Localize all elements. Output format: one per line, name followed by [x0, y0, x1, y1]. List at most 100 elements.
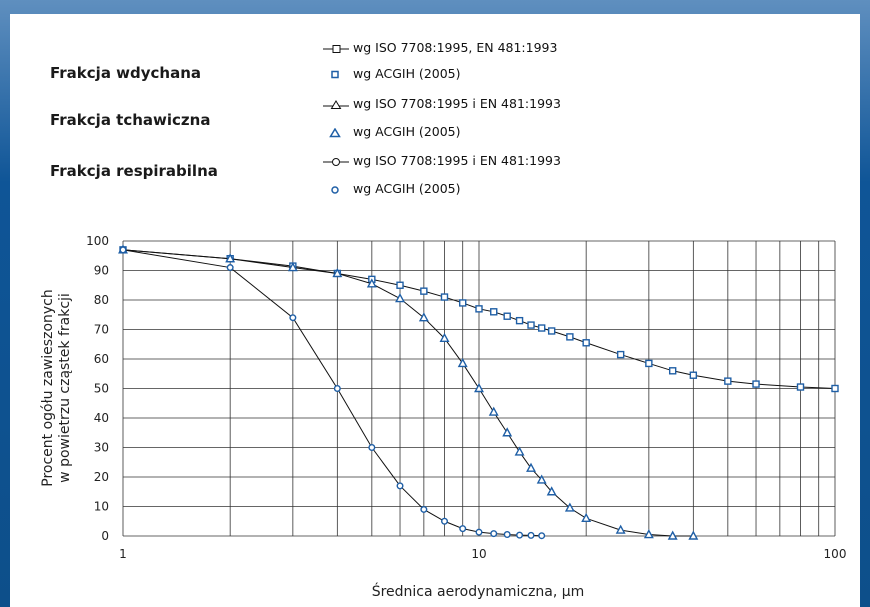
- y-tick-label: 40: [94, 411, 109, 425]
- data-point-circle: [490, 530, 498, 538]
- legend-circle-marker-icon: [331, 185, 339, 194]
- data-point-square: [440, 293, 449, 301]
- data-point-triangle: [564, 502, 575, 512]
- y-tick-label: 100: [86, 234, 109, 248]
- data-point-triangle: [366, 278, 377, 288]
- data-point-triangle: [546, 486, 557, 496]
- y-tick-label: 80: [94, 293, 109, 307]
- data-point-square: [527, 321, 535, 329]
- data-point-square: [752, 380, 760, 388]
- x-tick-label: 100: [824, 547, 847, 561]
- data-point-circle: [420, 505, 428, 513]
- data-point-triangle: [488, 406, 499, 416]
- data-point-circle: [396, 482, 404, 490]
- data-point-square: [420, 287, 428, 295]
- chart-panel: Frakcja wdychana Frakcja tchawiczna Frak…: [10, 14, 860, 607]
- y-tick-labels: 0 10 20 30 40 50 60 70 80 90 100: [86, 234, 109, 543]
- data-point-triangle: [581, 512, 592, 522]
- data-point-circle: [441, 517, 449, 525]
- y-tick-label: 60: [94, 352, 109, 366]
- x-tick-labels: 1 10 100: [119, 547, 846, 561]
- legend-entry-thoracic-iso: wg ISO 7708:1995 i EN 481:1993: [323, 96, 561, 111]
- data-point-triangle: [332, 267, 343, 278]
- data-point-triangle: [225, 253, 236, 263]
- data-point-circle: [368, 444, 376, 452]
- data-point-square: [475, 305, 483, 313]
- data-point-square: [724, 377, 732, 385]
- data-point-triangle: [615, 524, 626, 534]
- data-point-square: [582, 339, 590, 347]
- data-point-square: [490, 308, 498, 316]
- data-point-triangle: [418, 312, 429, 322]
- legend-entry-inhalable-acgih: wg ACGIH (2005): [323, 66, 461, 81]
- data-point-triangle: [287, 262, 298, 272]
- data-point-circle: [289, 314, 297, 322]
- data-point-square: [515, 316, 524, 325]
- y-tick-label: 10: [94, 500, 109, 514]
- data-point-circle: [527, 531, 535, 539]
- legend-entry-label: wg ISO 7708:1995 i EN 481:1993: [353, 96, 561, 111]
- y-tick-label: 20: [94, 470, 109, 484]
- series-line-thoracic: [122, 249, 694, 537]
- data-point-circle: [503, 531, 511, 539]
- data-point-square: [503, 312, 511, 320]
- data-point-circle: [459, 525, 467, 533]
- chart-series: [118, 244, 839, 540]
- x-axis-label: Średnica aerodynamiczna, µm: [372, 582, 585, 600]
- data-point-square: [537, 324, 546, 332]
- data-point-square: [689, 371, 698, 379]
- data-point-triangle: [457, 357, 468, 368]
- data-point-square: [396, 281, 404, 289]
- y-axis-label-line2: w powietrzu cząstek frakcji: [57, 293, 73, 483]
- legend-entry-respirable-acgih: wg ACGIH (2005): [323, 181, 461, 196]
- data-point-circle: [538, 532, 546, 540]
- x-tick-label: 10: [471, 547, 486, 561]
- data-point-square: [645, 359, 653, 368]
- legend-entry-thoracic-acgih: wg ACGIH (2005): [323, 124, 461, 139]
- legend-triangle-marker-icon: [329, 127, 341, 137]
- data-point-square: [459, 299, 467, 307]
- legend-line-triangle-icon: [323, 99, 349, 109]
- data-point-triangle: [667, 530, 678, 540]
- y-tick-label: 0: [101, 529, 109, 543]
- chart-grid: [122, 240, 836, 537]
- y-tick-label: 50: [94, 382, 109, 396]
- data-point-square: [796, 383, 805, 391]
- data-point-triangle: [643, 529, 654, 539]
- y-tick-label: 90: [94, 264, 109, 278]
- data-point-circle: [475, 528, 483, 536]
- data-point-circle: [119, 246, 127, 254]
- y-tick-label: 30: [94, 441, 109, 455]
- legend-group-inhalable: Frakcja wdychana: [50, 64, 202, 82]
- data-point-triangle: [688, 530, 699, 540]
- legend-group-respirable: Frakcja respirabilna: [50, 162, 218, 180]
- data-point-triangle: [514, 446, 525, 456]
- data-point-circle: [333, 385, 341, 393]
- y-axis-label-line1: Procent ogółu zawieszonych: [40, 289, 56, 486]
- data-point-square: [668, 367, 677, 375]
- data-point-triangle: [439, 332, 450, 343]
- data-point-square: [831, 384, 839, 393]
- legend-entry-label: wg ACGIH (2005): [353, 124, 461, 139]
- legend-line-circle-icon: [323, 157, 349, 166]
- data-point-square: [616, 350, 625, 359]
- data-point-triangle: [395, 293, 405, 303]
- data-point-circle: [516, 531, 524, 539]
- data-point-triangle: [536, 474, 547, 484]
- legend-entry-label: wg ISO 7708:1995 i EN 481:1993: [353, 153, 561, 168]
- x-tick-label: 1: [119, 547, 127, 561]
- data-point-triangle: [474, 383, 484, 393]
- legend-line-square-icon: [323, 44, 349, 53]
- data-point-triangle: [502, 427, 513, 437]
- legend-entry-label: wg ISO 7708:1995, EN 481:1993: [353, 40, 558, 55]
- legend-entry-respirable-iso: wg ISO 7708:1995 i EN 481:1993: [323, 153, 561, 168]
- data-point-square: [566, 333, 574, 341]
- data-point-square: [547, 327, 556, 335]
- legend-entry-label: wg ACGIH (2005): [353, 66, 461, 81]
- legend-entry-label: wg ACGIH (2005): [353, 181, 461, 196]
- data-point-circle: [226, 264, 234, 272]
- y-tick-label: 70: [94, 323, 109, 337]
- legend-entry-inhalable-iso: wg ISO 7708:1995, EN 481:1993: [323, 40, 557, 55]
- data-point-triangle: [526, 462, 536, 472]
